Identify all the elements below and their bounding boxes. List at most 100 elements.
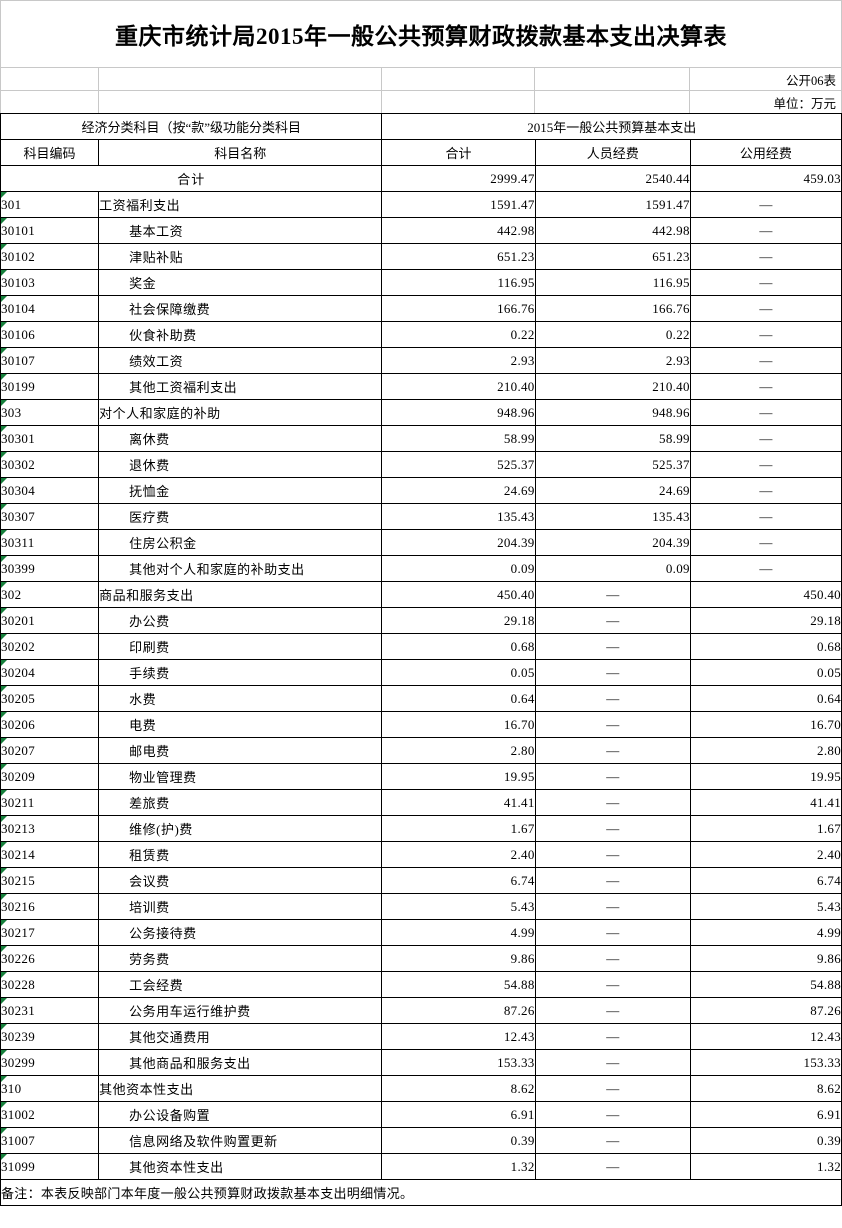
cell-public: — xyxy=(689,191,842,218)
cell-total: 116.95 xyxy=(381,269,536,296)
cell-personnel: — xyxy=(534,1049,691,1076)
cell-public: 5.43 xyxy=(689,893,842,920)
cell-public: — xyxy=(689,321,842,348)
table-row: 30231 公务用车运行维护费 87.26—87.26 xyxy=(0,997,842,1024)
cell-public: 0.39 xyxy=(689,1127,842,1154)
cell-subject-name: 培训费 xyxy=(98,893,383,920)
spacer-cell-b2 xyxy=(99,91,382,113)
cell-subject-name: 物业管理费 xyxy=(98,763,383,790)
cell-public: — xyxy=(689,477,842,504)
table-row: 30201 办公费 29.18—29.18 xyxy=(0,607,842,634)
cell-personnel: — xyxy=(534,1101,691,1128)
cell-total: 153.33 xyxy=(381,1049,536,1076)
table-row: 30103 奖金 116.95 116.95— xyxy=(0,269,842,296)
cell-public: 2.80 xyxy=(689,737,842,764)
cell-subject-name: 办公设备购置 xyxy=(98,1101,383,1128)
unit-note-row: 单位：万元 xyxy=(0,90,842,113)
spacer-cell-a2 xyxy=(1,91,99,113)
spacer-cell-c1 xyxy=(382,68,535,90)
footnote-row: 备注：本表反映部门本年度一般公共预算财政拨款基本支出明细情况。 xyxy=(0,1179,842,1206)
cell-subject-name: 公务用车运行维护费 xyxy=(98,997,383,1024)
grand-total-label: 合计 xyxy=(0,165,383,192)
cell-subject-code: 30399 xyxy=(0,555,100,582)
table-row: 302 商品和服务支出 450.40—450.40 xyxy=(0,581,842,608)
table-row: 30205 水费 0.64—0.64 xyxy=(0,685,842,712)
cell-public: 29.18 xyxy=(689,607,842,634)
cell-subject-code: 31002 xyxy=(0,1101,100,1128)
cell-public: 9.86 xyxy=(689,945,842,972)
cell-subject-code: 301 xyxy=(0,191,100,218)
cell-subject-code: 30301 xyxy=(0,425,100,452)
cell-personnel: 1591.47 xyxy=(534,191,691,218)
cell-total: 16.70 xyxy=(381,711,536,738)
cell-total: 0.05 xyxy=(381,659,536,686)
cell-personnel: — xyxy=(534,1127,691,1154)
cell-public: 0.05 xyxy=(689,659,842,686)
table-row: 30301 离休费 58.99 58.99— xyxy=(0,425,842,452)
cell-personnel: 442.98 xyxy=(534,217,691,244)
cell-subject-name: 退休费 xyxy=(98,451,383,478)
cell-total: 29.18 xyxy=(381,607,536,634)
form-number: 公开06表 xyxy=(785,73,836,88)
form-number-row: 公开06表 xyxy=(0,67,842,90)
cell-public: — xyxy=(689,555,842,582)
cell-personnel: 2.93 xyxy=(534,347,691,374)
cell-subject-code: 30199 xyxy=(0,373,100,400)
table-row: 30299 其他商品和服务支出 153.33—153.33 xyxy=(0,1049,842,1076)
cell-subject-name: 医疗费 xyxy=(98,503,383,530)
cell-personnel: — xyxy=(534,867,691,894)
cell-subject-code: 30302 xyxy=(0,451,100,478)
cell-public: 19.95 xyxy=(689,763,842,790)
cell-personnel: — xyxy=(534,581,691,608)
cell-subject-name: 基本工资 xyxy=(98,217,383,244)
table-row: 30214 租赁费 2.40—2.40 xyxy=(0,841,842,868)
cell-public: — xyxy=(689,451,842,478)
cell-total: 0.68 xyxy=(381,633,536,660)
cell-personnel: — xyxy=(534,971,691,998)
cell-total: 0.39 xyxy=(381,1127,536,1154)
table-row: 30226 劳务费 9.86—9.86 xyxy=(0,945,842,972)
table-row: 30217 公务接待费 4.99—4.99 xyxy=(0,919,842,946)
grand-total-total: 2999.47 xyxy=(381,165,536,192)
spacer-cell-a1 xyxy=(1,68,99,90)
cell-subject-name: 印刷费 xyxy=(98,633,383,660)
cell-total: 0.64 xyxy=(381,685,536,712)
table-row: 30204 手续费 0.05—0.05 xyxy=(0,659,842,686)
cell-subject-code: 30205 xyxy=(0,685,100,712)
cell-total: 8.62 xyxy=(381,1075,536,1102)
cell-personnel: — xyxy=(534,1075,691,1102)
cell-personnel: 135.43 xyxy=(534,503,691,530)
cell-public: 87.26 xyxy=(689,997,842,1024)
cell-total: 58.99 xyxy=(381,425,536,452)
cell-subject-name: 手续费 xyxy=(98,659,383,686)
table-row: 303 对个人和家庭的补助 948.96 948.96— xyxy=(0,399,842,426)
cell-public: — xyxy=(689,295,842,322)
cell-subject-name: 离休费 xyxy=(98,425,383,452)
column-header-code: 科目编码 xyxy=(0,139,100,166)
cell-total: 0.09 xyxy=(381,555,536,582)
table-row: 30206 电费 16.70—16.70 xyxy=(0,711,842,738)
cell-subject-name: 社会保障缴费 xyxy=(98,295,383,322)
cell-personnel: — xyxy=(534,607,691,634)
cell-subject-code: 30307 xyxy=(0,503,100,530)
cell-subject-code: 30204 xyxy=(0,659,100,686)
cell-personnel: 0.22 xyxy=(534,321,691,348)
cell-subject-name: 其他对个人和家庭的补助支出 xyxy=(98,555,383,582)
cell-subject-code: 30216 xyxy=(0,893,100,920)
cell-subject-code: 30202 xyxy=(0,633,100,660)
cell-personnel: — xyxy=(534,1153,691,1180)
cell-public: 0.64 xyxy=(689,685,842,712)
table-row: 30307 医疗费 135.43 135.43— xyxy=(0,503,842,530)
cell-public: 8.62 xyxy=(689,1075,842,1102)
table-row: 30213 维修(护)费 1.67—1.67 xyxy=(0,815,842,842)
cell-subject-name: 租赁费 xyxy=(98,841,383,868)
table-row: 30216 培训费 5.43—5.43 xyxy=(0,893,842,920)
column-header-personnel: 人员经费 xyxy=(534,139,691,166)
cell-public: 6.91 xyxy=(689,1101,842,1128)
cell-personnel: — xyxy=(534,919,691,946)
cell-total: 1.67 xyxy=(381,815,536,842)
cell-subject-name: 商品和服务支出 xyxy=(98,581,383,608)
cell-total: 525.37 xyxy=(381,451,536,478)
cell-total: 5.43 xyxy=(381,893,536,920)
